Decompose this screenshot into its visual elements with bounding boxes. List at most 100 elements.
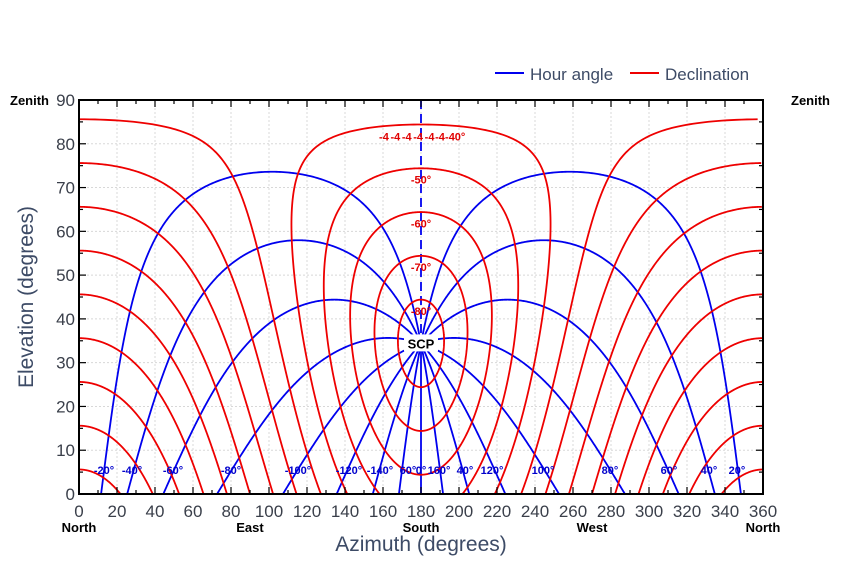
x-tick-label: 200 (445, 502, 473, 521)
x-tick-label: 20 (108, 502, 127, 521)
x-tick-label: 100 (255, 502, 283, 521)
y-tick-label: 80 (56, 135, 75, 154)
hour-angle-line (420, 342, 561, 494)
hour-angle-line (398, 343, 422, 494)
declination-line (520, 118, 758, 494)
declination-label: -4 (402, 131, 413, 143)
hour-angle-line (420, 170, 742, 494)
axis-ticks (78, 99, 764, 495)
direction-label: South (403, 520, 440, 535)
x-tick-label: 360 (749, 502, 777, 521)
hour-angle-line (420, 343, 471, 494)
zenith-label-left: Zenith (10, 93, 49, 108)
declination-line (637, 337, 763, 494)
y-tick-label: 20 (56, 397, 75, 416)
declination-line (591, 249, 763, 494)
legend-hour-angle-label: Hour angle (530, 65, 613, 84)
legend: Hour angle Declination (495, 65, 749, 84)
hour-angle-label: 20° (729, 465, 746, 477)
hour-angle-label: 60° (661, 465, 678, 477)
declination-label: -4 (379, 131, 390, 143)
declination-labels: -4 -4 -4 -4 -4 -4 -40°-50°-60°-70°-80°SCP (379, 131, 465, 352)
plot-curves (79, 100, 763, 494)
hour-angle-label: -140° (367, 465, 393, 477)
hour-angle-label: 100° (532, 465, 555, 477)
y-tick-label: 50 (56, 266, 75, 285)
declination-line (290, 123, 552, 494)
hour-angle-label: -120° (336, 465, 362, 477)
declination-line (661, 381, 763, 494)
x-axis-title: Azimuth (degrees) (335, 533, 507, 556)
x-tick-label: 160 (369, 502, 397, 521)
y-tick-label: 0 (66, 485, 75, 504)
hour-angle-line (100, 170, 422, 494)
hour-angle-line (162, 298, 422, 494)
x-tick-label: 80 (222, 502, 241, 521)
hour-angle-line (281, 342, 422, 494)
declination-label: -4 (413, 131, 424, 143)
hour-angle-line (420, 239, 716, 494)
declination-line (79, 249, 251, 494)
y-tick-label: 70 (56, 179, 75, 198)
hour-angle-line (216, 337, 422, 494)
hour-angle-label: -40° (122, 465, 142, 477)
declination-label: -60° (411, 218, 431, 230)
scp-label: SCP (408, 336, 435, 351)
declination-label: -70° (411, 262, 431, 274)
hour-angle-label: -100° (285, 465, 311, 477)
declination-label: -4 (435, 131, 446, 143)
hour-angle-labels: -20° -40° -60° -80° -100° -120° -140° 60° 0° 160°… (94, 465, 745, 477)
declination-label: -4 (390, 131, 401, 143)
y-axis-title: Elevation (degrees) (15, 206, 38, 388)
x-tick-label: 260 (559, 502, 587, 521)
x-tick-label: 60 (184, 502, 203, 521)
x-tick-label: 280 (597, 502, 625, 521)
hour-angle-label: -80° (221, 465, 241, 477)
x-tick-label: 300 (635, 502, 663, 521)
x-tick-labels: 0 20 40 60 80 100 120 140 160 180 200 220 240 260 280 3… (74, 502, 777, 521)
x-tick-label: 120 (293, 502, 321, 521)
hour-angle-line (420, 342, 507, 494)
declination-line (79, 337, 205, 494)
hour-angle-line (420, 298, 680, 494)
hour-angle-label: 120° (481, 465, 504, 477)
hour-angle-label: 40° (701, 465, 718, 477)
x-tick-label: 140 (331, 502, 359, 521)
declination-line (567, 205, 762, 494)
declination-line (79, 118, 322, 494)
direction-label: North (62, 520, 97, 535)
x-tick-label: 40 (146, 502, 165, 521)
declination-line (688, 424, 763, 494)
x-tick-label: 220 (483, 502, 511, 521)
y-tick-labels: 0 10 20 30 40 50 60 70 80 90 (56, 91, 75, 504)
y-tick-label: 40 (56, 310, 75, 329)
declination-line (79, 293, 228, 494)
declination-line (322, 167, 520, 494)
direction-label: North (746, 520, 781, 535)
y-tick-label: 90 (56, 91, 75, 110)
hour-angle-label: 60° (400, 465, 417, 477)
hour-angle-label: 80° (602, 465, 619, 477)
direction-labels: North East South West North (62, 520, 781, 535)
declination-line (614, 293, 763, 494)
declination-line (373, 254, 469, 432)
hour-angle-label: 160° (428, 465, 451, 477)
declination-line (79, 162, 298, 494)
declination-line (544, 162, 762, 494)
declination-label: -50° (411, 175, 431, 187)
y-tick-label: 10 (56, 441, 75, 460)
x-tick-label: 0 (74, 502, 83, 521)
hour-angle-label: 0° (416, 465, 427, 477)
declination-line (397, 298, 445, 389)
x-tick-label: 180 (407, 502, 435, 521)
declination-line (79, 205, 275, 494)
declination-line (349, 211, 493, 476)
y-tick-label: 60 (56, 222, 75, 241)
legend-declination-label: Declination (665, 65, 749, 84)
hour-angle-line (371, 343, 422, 494)
x-tick-label: 320 (673, 502, 701, 521)
declination-label: -40° (445, 131, 465, 143)
declination-label: -80° (411, 306, 431, 318)
declination-label: -4 (425, 131, 436, 143)
